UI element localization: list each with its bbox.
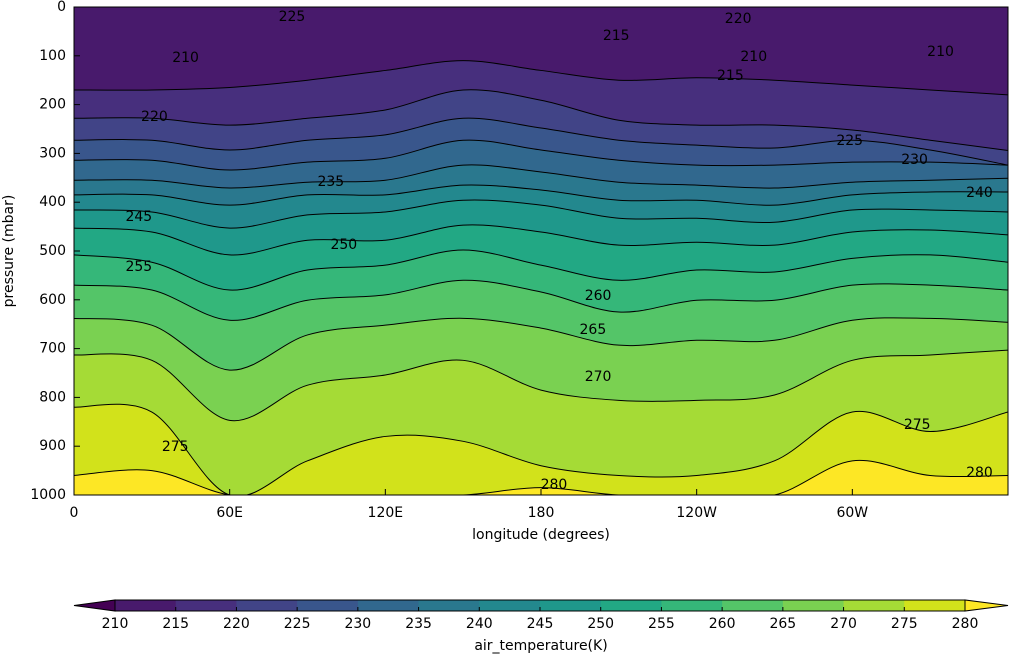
y-axis-label: pressure (mbar) — [1, 195, 17, 308]
contour-line — [74, 224, 1008, 256]
x-tick-label: 120E — [368, 505, 404, 521]
contour-line — [74, 317, 1008, 371]
x-tick-label: 60W — [836, 505, 868, 521]
contour-line — [74, 184, 1008, 206]
contour-label: 255 — [125, 259, 152, 275]
colorbar-band — [175, 600, 237, 611]
y-tick-label: 200 — [39, 97, 66, 113]
x-tick-label: 60E — [216, 505, 243, 521]
contour-label: 240 — [966, 185, 993, 201]
contour-label: 280 — [541, 477, 568, 493]
colorbar-band — [418, 600, 480, 611]
contour-line — [74, 349, 1008, 422]
colorbar-band — [357, 600, 420, 611]
colorbar-tick-label: 235 — [405, 616, 432, 632]
colorbar-tick-label: 260 — [709, 616, 736, 632]
colorbar-tick-label: 255 — [648, 616, 675, 632]
colorbar-band — [600, 600, 662, 611]
y-tick-label: 700 — [39, 341, 66, 357]
colorbar-tick-label: 225 — [284, 616, 311, 632]
contour-label: 215 — [717, 68, 744, 84]
colorbar-tick-label: 275 — [891, 616, 918, 632]
colorbar-band — [115, 600, 177, 611]
y-tick-label: 800 — [39, 389, 66, 405]
contour-fill — [74, 350, 1008, 495]
colorbar-band — [904, 600, 966, 611]
contour-line — [74, 139, 1008, 171]
colorbar-label: air_temperature(K) — [474, 638, 607, 654]
colorbar-tick-label: 280 — [952, 616, 979, 632]
y-tick-label: 0 — [57, 0, 66, 15]
contour-label: 275 — [904, 417, 931, 433]
plot-area: 210 210 210 215 215 220 220 225 225 230 235 240 245 2… — [74, 7, 1008, 495]
contour-line — [74, 249, 1008, 291]
colorbar-tick-label: 230 — [344, 616, 371, 632]
contour-label: 230 — [901, 152, 928, 168]
colorbar-tick-label: 220 — [223, 616, 250, 632]
contour-label: 215 — [603, 28, 630, 44]
contour-label: 210 — [172, 50, 199, 66]
x-tick-label: 120W — [676, 505, 717, 521]
colorbar-tick-label: 265 — [769, 616, 796, 632]
colorbar-band — [722, 600, 784, 611]
contour-label: 280 — [966, 465, 993, 481]
contour-line — [74, 164, 1008, 189]
contour-label: 225 — [836, 133, 863, 149]
contour-label: 225 — [279, 9, 306, 25]
contour-label: 275 — [162, 439, 189, 455]
colorbar-band — [540, 600, 602, 611]
contour-label: 210 — [927, 44, 954, 60]
y-tick-label: 100 — [39, 48, 66, 64]
contour-label: 260 — [585, 288, 612, 304]
colorbar-tick-label: 270 — [830, 616, 857, 632]
x-axis-label: longitude (degrees) — [472, 527, 610, 543]
contour-label: 220 — [725, 11, 752, 27]
contour-line — [74, 403, 1008, 495]
contour-line — [74, 199, 1008, 229]
colorbar-tick-label: 210 — [102, 616, 129, 632]
y-tick-label: 1000 — [30, 487, 66, 503]
colorbar-band — [479, 600, 541, 611]
colorbar-extend-low — [73, 599, 116, 612]
colorbar-tick-label: 215 — [162, 616, 189, 632]
contour-label: 235 — [317, 174, 344, 190]
colorbar-tick-label: 245 — [527, 616, 554, 632]
colorbar-band — [236, 600, 298, 611]
contour-line — [74, 89, 1008, 151]
colorbar-band — [661, 600, 723, 611]
contour-label: 250 — [330, 237, 357, 253]
colorbar-tick-label: 240 — [466, 616, 493, 632]
contour-label: 265 — [580, 322, 607, 338]
colorbar-tick-label: 250 — [587, 616, 614, 632]
contour-label: 270 — [585, 369, 612, 385]
y-tick-label: 500 — [39, 243, 66, 259]
y-tick-label: 900 — [39, 438, 66, 454]
y-tick-label: 400 — [39, 194, 66, 210]
y-tick-label: 300 — [39, 145, 66, 161]
contour-label: 210 — [740, 49, 767, 65]
colorbar-band — [782, 600, 845, 611]
contour-fill — [74, 404, 1008, 495]
contour-line — [74, 60, 1008, 96]
y-tick-label: 600 — [39, 292, 66, 308]
contour-line — [74, 117, 1008, 166]
x-tick-label: 0 — [70, 505, 79, 521]
contour-label: 245 — [125, 209, 152, 225]
x-tick-label: 180 — [528, 505, 555, 521]
colorbar-extend-high — [964, 599, 1009, 612]
colorbar-band — [297, 600, 359, 611]
contour-label: 220 — [141, 109, 168, 125]
contour-line — [74, 279, 1008, 321]
colorbar-band — [843, 600, 905, 611]
